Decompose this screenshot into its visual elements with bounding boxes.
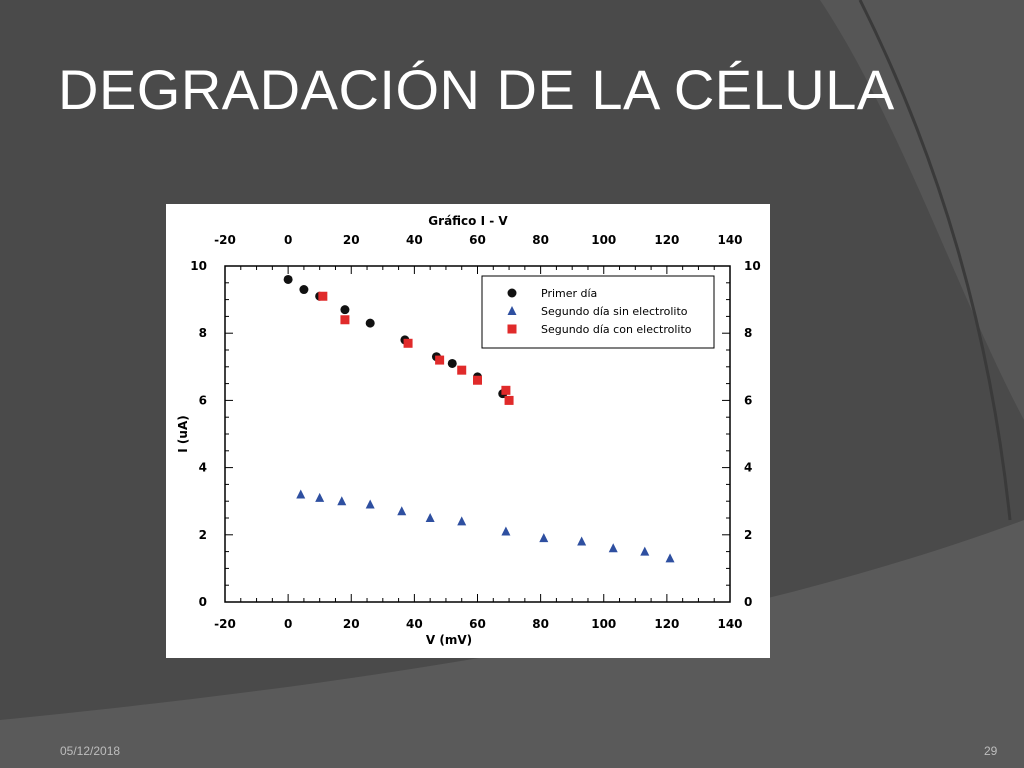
x-tick-label-top: 20 (343, 233, 360, 247)
data-point-series-3 (403, 338, 413, 348)
data-point-series-3 (435, 355, 445, 365)
legend: Primer día Segundo día sin electrolito Seg… (481, 275, 715, 349)
y-tick-label-left: 8 (199, 326, 207, 340)
y-tick-label-left: 0 (199, 595, 207, 609)
x-axis-label: V (mV) (426, 633, 472, 647)
data-point-series-3 (457, 365, 467, 375)
data-point-series-3 (318, 291, 328, 301)
chart-title: Gráfico I - V (428, 214, 508, 228)
x-tick-label-top: -20 (214, 233, 236, 247)
legend-marker-2 (507, 306, 517, 315)
slide-title: DEGRADACIÓN DE LA CÉLULA (58, 58, 895, 121)
y-tick-label-left: 6 (199, 393, 207, 407)
data-point-series-1 (340, 305, 350, 315)
x-tick-label-top: 140 (717, 233, 742, 247)
data-point-series-2 (425, 513, 435, 522)
data-point-series-2 (501, 526, 511, 536)
iv-scatter-chart: Gráfico I - V V (mV) I (uA) -20-20002020… (176, 214, 761, 647)
slide-page-number: 29 (984, 744, 998, 758)
x-tick-label-top: 60 (469, 233, 486, 247)
x-tick-label-top: 100 (591, 233, 616, 247)
legend-marker-1 (507, 288, 517, 298)
x-tick-label-bottom: 0 (284, 617, 292, 631)
data-marks (283, 274, 675, 563)
data-point-series-1 (365, 318, 375, 328)
legend-label-2: Segundo día sin electrolito (541, 305, 688, 318)
data-point-series-2 (315, 492, 325, 502)
y-axis-label: I (uA) (176, 415, 190, 452)
x-tick-label-bottom: 140 (717, 617, 742, 631)
data-point-series-1 (283, 274, 293, 284)
y-tick-label-right: 6 (744, 393, 752, 407)
y-tick-label-right: 10 (744, 259, 761, 273)
y-tick-label-left: 2 (199, 528, 207, 542)
x-tick-label-bottom: 20 (343, 617, 360, 631)
y-tick-label-left: 10 (190, 259, 207, 273)
data-point-series-2 (608, 543, 618, 553)
x-tick-label-bottom: -20 (214, 617, 236, 631)
data-point-series-2 (665, 553, 675, 563)
data-point-series-2 (577, 536, 587, 546)
y-tick-label-right: 2 (744, 528, 752, 542)
data-point-series-2 (296, 489, 306, 499)
x-tick-label-bottom: 60 (469, 617, 486, 631)
data-point-series-3 (340, 315, 350, 325)
data-point-series-2 (397, 506, 407, 516)
x-tick-label-bottom: 120 (654, 617, 679, 631)
data-point-series-2 (457, 516, 467, 526)
data-point-series-1 (447, 358, 457, 368)
x-tick-label-top: 120 (654, 233, 679, 247)
data-point-series-2 (640, 546, 650, 556)
data-point-series-3 (501, 385, 511, 395)
slide-date: 05/12/2018 (60, 744, 121, 758)
x-tick-label-top: 0 (284, 233, 292, 247)
y-tick-label-left: 4 (199, 461, 207, 475)
legend-label-3: Segundo día con electrolito (541, 323, 692, 336)
axes: -20-200020204040606080801001001201201401… (190, 233, 760, 631)
legend-marker-3 (507, 324, 517, 334)
data-point-series-3 (473, 375, 482, 385)
data-point-series-2 (337, 496, 347, 506)
data-point-series-2 (539, 533, 549, 543)
data-point-series-3 (504, 395, 514, 405)
y-tick-label-right: 4 (744, 461, 752, 475)
x-tick-label-top: 80 (532, 233, 549, 247)
data-point-series-1 (299, 285, 309, 295)
x-tick-label-top: 40 (406, 233, 423, 247)
x-tick-label-bottom: 100 (591, 617, 616, 631)
data-point-series-2 (365, 499, 375, 509)
legend-box (481, 275, 715, 349)
legend-label-1: Primer día (541, 287, 597, 300)
y-tick-label-right: 8 (744, 326, 752, 340)
chart-panel: Gráfico I - V V (mV) I (uA) -20 -20 0 0 20 20… (166, 204, 770, 658)
x-tick-label-bottom: 40 (406, 617, 423, 631)
x-tick-label-bottom: 80 (532, 617, 549, 631)
y-tick-label-right: 0 (744, 595, 752, 609)
